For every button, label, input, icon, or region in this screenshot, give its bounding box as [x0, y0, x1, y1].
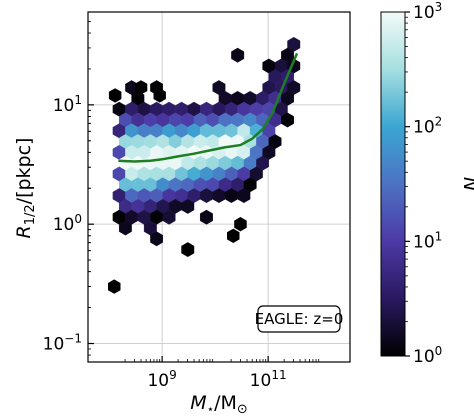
plot-frame: [87, 11, 351, 363]
colorbar-ticks: 100 101 102 103: [405, 0, 442, 367]
hexbin-cell: [237, 188, 251, 204]
annotation-text: EAGLE: z=0: [255, 310, 344, 328]
hexbin-layer: [108, 36, 301, 294]
hexbin-cell: [162, 209, 176, 225]
hexbin-cell: [227, 228, 240, 243]
y-tick-label: 100: [53, 212, 82, 235]
hexbin-cell: [108, 279, 121, 294]
x-axis-label: M⋆/M⊙: [190, 392, 248, 417]
hexbin-cell: [153, 88, 166, 103]
hexbin-cell: [199, 209, 213, 225]
hexbin-cell: [181, 242, 195, 258]
y-axis-label: R1/2/[pkpc]: [13, 138, 38, 239]
y-tick-label: 10−1: [43, 332, 82, 355]
axes: 109 1011 10−1 100 101: [43, 21, 320, 391]
hexbin-cell: [150, 231, 164, 247]
colorbar-tick-label: 101: [413, 229, 442, 252]
colorbar-tick-label: 100: [413, 344, 442, 367]
hexbin-cell: [134, 80, 148, 95]
x-tick-label: 1011: [250, 368, 287, 391]
hexbin-cell: [108, 88, 122, 103]
annotation-box: EAGLE: z=0: [255, 305, 344, 333]
hexbin-cell: [181, 198, 195, 214]
hexbin-cell: [234, 217, 247, 232]
colorbar-tick-label: 103: [413, 0, 442, 23]
hexbin-cell: [281, 112, 294, 128]
colorbar: [380, 11, 406, 357]
hexbin-cell: [118, 220, 132, 236]
colorbar-label: N: [459, 177, 474, 191]
x-tick-label: 109: [147, 368, 176, 391]
hexbin-cell: [231, 47, 245, 63]
median-line: [118, 52, 299, 163]
colorbar-tick-label: 102: [413, 115, 442, 138]
y-tick-label: 101: [53, 93, 82, 116]
